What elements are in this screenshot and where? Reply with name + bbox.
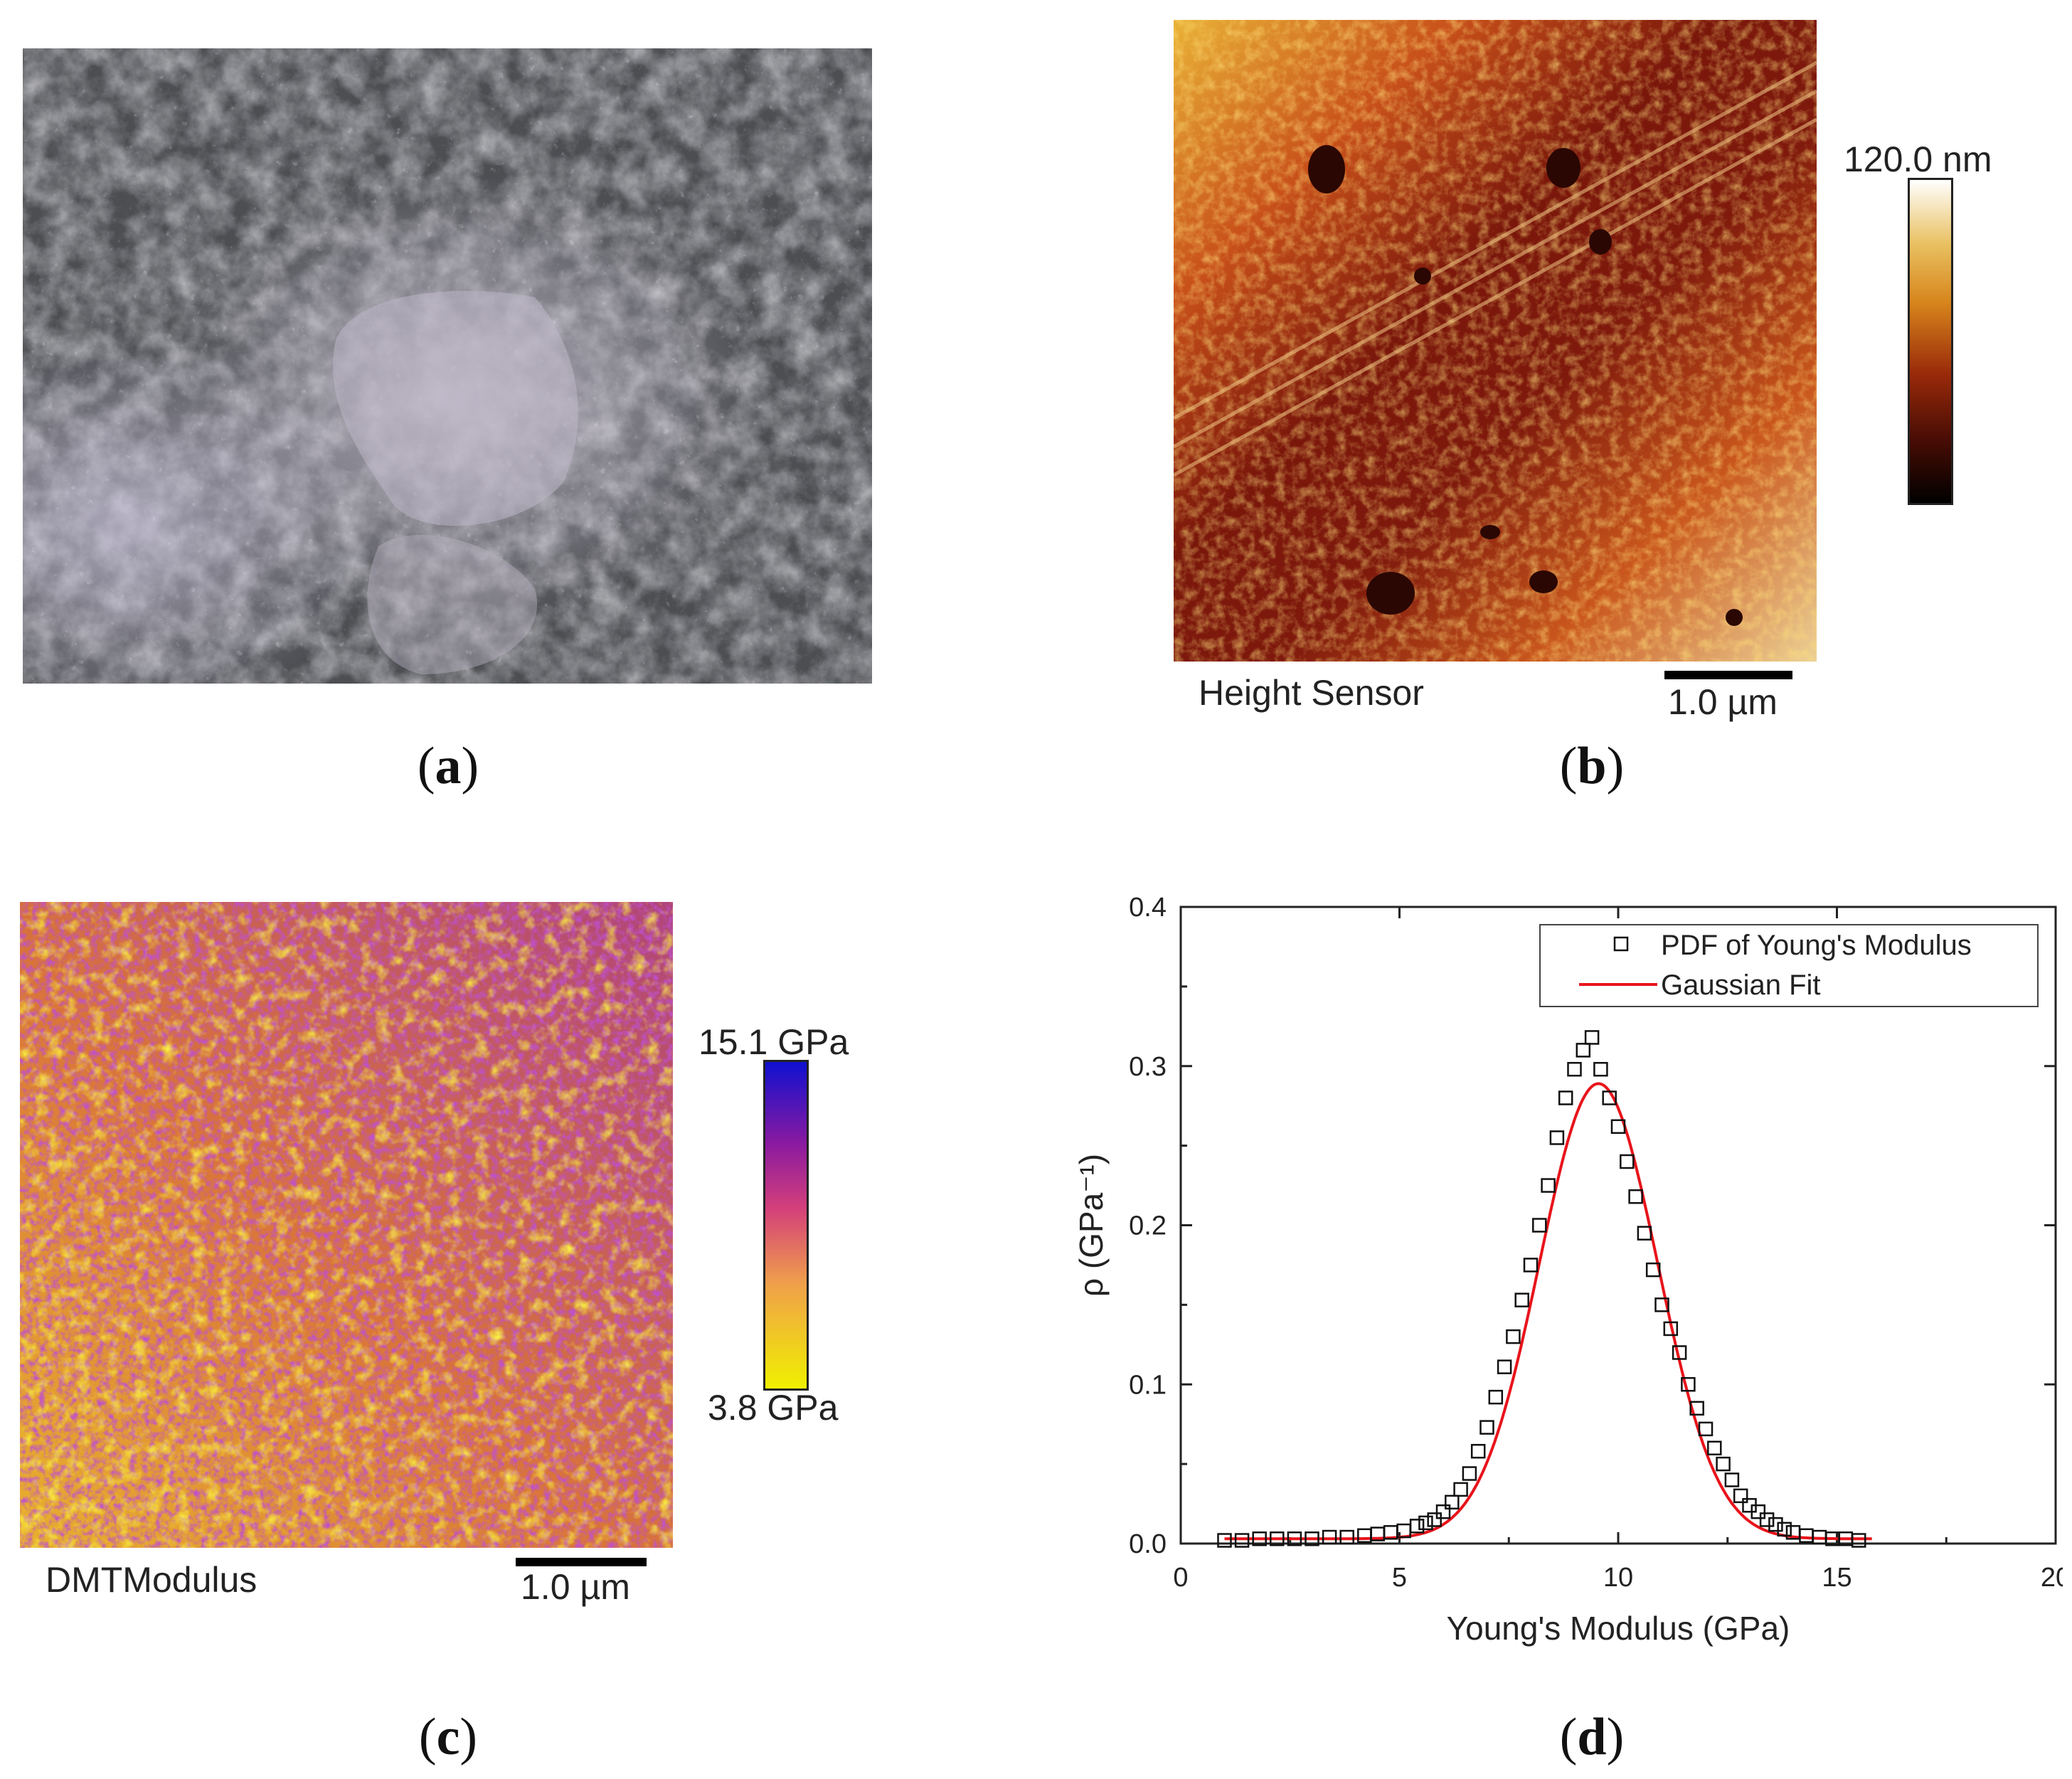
panel-c-label: (c) — [418, 1708, 478, 1766]
legend-label-pdf: PDF of Young's Modulus — [1661, 930, 1972, 961]
legend-marker-symbol — [1613, 936, 1629, 952]
pdf-point — [1453, 1482, 1468, 1497]
pdf-point — [1672, 1345, 1687, 1360]
dmt-modulus-map — [20, 902, 673, 1548]
height-colorbar-max: 120.0 nm — [1844, 139, 1992, 179]
pdf-point — [1287, 1531, 1302, 1546]
x-tick-label: 15 — [1822, 1563, 1851, 1593]
pdf-point — [1305, 1531, 1319, 1546]
y-axis-label: ρ (GPa⁻¹) — [1073, 1154, 1110, 1297]
modulus-scalebar — [516, 1558, 647, 1566]
x-tick-label: 5 — [1392, 1563, 1407, 1593]
pdf-point — [1576, 1043, 1591, 1058]
pdf-point — [1759, 1512, 1775, 1527]
pdf-point — [1610, 1119, 1626, 1135]
dmt-modulus-caption: DMTModulus — [46, 1560, 257, 1600]
pdf-point — [1339, 1529, 1354, 1545]
pdf-point — [1698, 1421, 1714, 1437]
pdf-point — [1435, 1504, 1451, 1519]
pdf-point — [1654, 1297, 1669, 1312]
pdf-point — [1541, 1178, 1556, 1193]
pdf-point — [1584, 1030, 1600, 1045]
youngs-modulus-chart: 0 5 10 15 20 0.0 0.1 0.2 0.3 0.4 Young's Modulus (… — [1073, 893, 2063, 1647]
pdf-point — [1645, 1262, 1661, 1278]
pdf-point — [1628, 1189, 1643, 1204]
pdf-point — [1497, 1359, 1512, 1374]
pdf-point — [1418, 1515, 1433, 1531]
pdf-point — [1532, 1218, 1547, 1233]
pdf-point — [1549, 1130, 1565, 1145]
pdf-point — [1851, 1533, 1866, 1548]
modulus-colorbar — [763, 1060, 809, 1391]
pdf-point — [1663, 1321, 1679, 1337]
pdf-point — [1637, 1226, 1652, 1241]
pdf-point — [1716, 1456, 1731, 1472]
pdf-point — [1558, 1090, 1573, 1105]
pdf-point — [1470, 1443, 1486, 1459]
modulus-colorbar-max: 15.1 GPa — [698, 1022, 849, 1062]
height-sensor-map — [1174, 20, 1817, 662]
panel-a-label: (a) — [417, 737, 479, 795]
x-axis-label: Young's Modulus (GPa) — [1447, 1610, 1790, 1647]
pdf-point — [1488, 1389, 1504, 1405]
pdf-point — [1768, 1517, 1783, 1532]
legend-label-fit: Gaussian Fit — [1661, 970, 1821, 1001]
optical-micrograph — [23, 48, 872, 684]
y-tick-label: 0.4 — [1129, 893, 1167, 923]
pdf-point — [1479, 1420, 1494, 1435]
x-tick-label: 20 — [2041, 1563, 2063, 1593]
x-tick-label: 10 — [1603, 1563, 1633, 1593]
height-colorbar — [1908, 178, 1953, 505]
y-tick-label: 0.3 — [1129, 1052, 1167, 1082]
pdf-point — [1409, 1519, 1425, 1534]
gaussian-fit-line — [1224, 1082, 1872, 1541]
pdf-point — [1724, 1472, 1740, 1487]
pdf-point — [1427, 1512, 1442, 1527]
pdf-point — [1689, 1401, 1704, 1416]
y-tick-label: 0.2 — [1129, 1211, 1167, 1241]
pdf-point — [1462, 1466, 1477, 1481]
pdf-point — [1523, 1258, 1539, 1273]
pdf-point — [1602, 1090, 1617, 1105]
pdf-point — [1357, 1528, 1372, 1544]
height-scalebar — [1664, 671, 1792, 679]
pdf-point — [1567, 1061, 1582, 1077]
pdf-point — [1620, 1154, 1635, 1169]
pdf-point — [1777, 1522, 1792, 1537]
pdf-point — [1681, 1377, 1696, 1392]
pdf-point — [1217, 1533, 1232, 1548]
pdf-point — [1593, 1061, 1608, 1077]
pdf-point — [1252, 1531, 1267, 1546]
height-sensor-caption: Height Sensor — [1199, 673, 1424, 713]
pdf-point — [1799, 1528, 1814, 1544]
panel-d-label: (d) — [1559, 1708, 1625, 1766]
pdf-point — [1733, 1488, 1748, 1504]
pdf-point — [1270, 1531, 1285, 1546]
pdf-point — [1707, 1440, 1722, 1455]
modulus-scalebar-label: 1.0 µm — [521, 1567, 630, 1607]
pdf-point — [1514, 1292, 1529, 1307]
height-scalebar-label: 1.0 µm — [1668, 682, 1778, 722]
modulus-colorbar-min: 3.8 GPa — [708, 1388, 839, 1428]
pdf-point — [1750, 1504, 1766, 1519]
y-tick-label: 0.0 — [1129, 1529, 1167, 1559]
pdf-point — [1445, 1494, 1460, 1510]
pdf-point — [1322, 1529, 1337, 1545]
y-tick-label: 0.1 — [1129, 1370, 1167, 1400]
pdf-point — [1506, 1329, 1521, 1344]
panel-b-label: (b) — [1559, 737, 1625, 795]
x-tick-label: 0 — [1173, 1563, 1188, 1593]
pdf-point — [1234, 1533, 1250, 1548]
